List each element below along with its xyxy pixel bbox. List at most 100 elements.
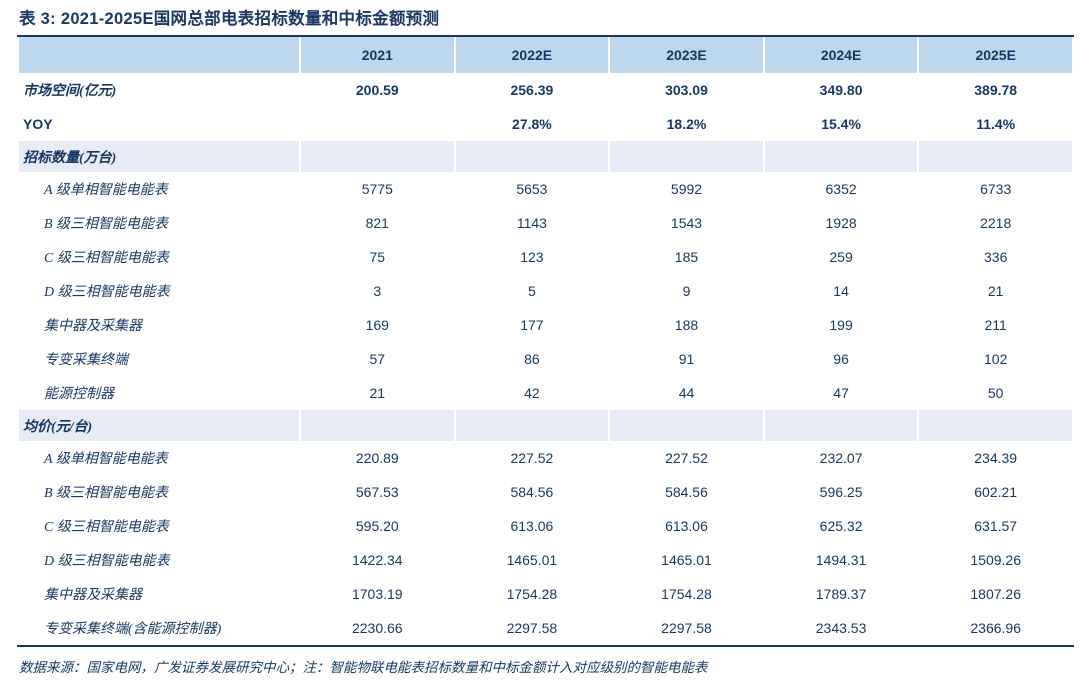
table-cell: 336 [984, 249, 1008, 265]
table-cell: 567.53 [355, 484, 399, 500]
table-cell: 14 [833, 283, 849, 299]
table-row-market-space: 市场空间(亿元) 200.59 256.39 303.09 349.80 389… [19, 73, 1072, 107]
table-cell: 2230.66 [351, 620, 403, 636]
table-row: 专变采集终端 57 86 91 96 102 [19, 342, 1072, 376]
table-cell: 188 [674, 317, 699, 333]
table-title: 表 3: 2021-2025E国网总部电表招标数量和中标金额预测 [19, 10, 440, 28]
table-row: B 级三相智能电能表 567.53 584.56 584.56 596.25 6… [19, 475, 1072, 509]
table-cell: 303.09 [665, 82, 708, 98]
row-label: A 级单相智能电能表 [44, 183, 168, 198]
row-label: YOY [23, 116, 53, 132]
table-cell: 596.25 [819, 484, 863, 500]
table-cell: 21 [987, 283, 1004, 299]
table-cell [610, 141, 763, 172]
table-cell: 1703.19 [351, 586, 403, 602]
table-cell: 584.56 [665, 484, 708, 500]
table-cell: 389.78 [974, 82, 1018, 98]
table-cell: 821 [365, 215, 389, 231]
table-cell: 47 [833, 385, 849, 401]
table-cell: 42 [524, 385, 540, 401]
column-header-2023e: 2023E [610, 37, 763, 73]
row-label: 集中器及采集器 [44, 319, 142, 334]
section-label: 均价(元/台) [19, 410, 299, 441]
row-label: 专变采集终端(含能源控制器) [44, 622, 222, 637]
row-label: 能源控制器 [44, 387, 114, 402]
table-cell: 1143 [516, 215, 547, 231]
table-cell: 2343.53 [815, 620, 867, 636]
table-cell: 259 [829, 249, 853, 265]
table-cell: 177 [520, 317, 544, 333]
table-cell: 227.52 [510, 450, 554, 466]
table-cell: 613.06 [665, 518, 708, 534]
table-cell [919, 410, 1072, 441]
table-cell: 21 [369, 385, 386, 401]
table-cell: 232.07 [819, 450, 863, 466]
table-cell: 57 [369, 351, 386, 367]
source-note: 数据来源：国家电网，广发证券发展研究中心；注：智能物联电能表招标数量和中标金额计… [19, 660, 708, 675]
table-cell: 631.57 [974, 518, 1018, 534]
column-header-2024e: 2024E [764, 37, 918, 73]
table-cell: 27.8% [512, 116, 552, 132]
table-cell: 1928 [825, 215, 857, 231]
table-cell: 220.89 [355, 450, 399, 466]
table-cell [455, 410, 609, 441]
section-label: 招标数量(万台) [19, 141, 299, 172]
table-cell: 595.20 [355, 518, 399, 534]
row-label: B 级三相智能电能表 [44, 217, 169, 232]
table-row: C 级三相智能电能表 595.20 613.06 613.06 625.32 6… [19, 509, 1072, 543]
table-cell: 2297.58 [506, 620, 558, 636]
table-cell: 2297.58 [661, 620, 712, 636]
table-cell: 102 [984, 351, 1008, 367]
table-cell: 3 [373, 283, 382, 299]
table-cell: 199 [829, 317, 853, 333]
table-cell [455, 141, 609, 172]
table-bottom-border [17, 645, 1074, 647]
table-cell: 1465.01 [506, 552, 558, 568]
table-cell: 227.52 [665, 450, 708, 466]
table-cell: 584.56 [510, 484, 554, 500]
table-cell: 200.59 [355, 82, 399, 98]
table-cell: 169 [365, 317, 389, 333]
table-row: 能源控制器 21 42 44 47 50 [19, 376, 1072, 410]
table-cell: 613.06 [510, 518, 554, 534]
table-row: A 级单相智能电能表 220.89 227.52 227.52 232.07 2… [19, 441, 1072, 475]
table-cell: 1789.37 [815, 586, 867, 602]
header-row: 2021 2022E 2023E 2024E 2025E [19, 37, 1072, 73]
table-cell: 123 [520, 249, 544, 265]
table-cell [301, 107, 454, 141]
column-header-2022e: 2022E [455, 37, 609, 73]
table-cell: 185 [674, 249, 699, 265]
table-cell [764, 410, 918, 441]
table-row: 专变采集终端(含能源控制器) 2230.66 2297.58 2297.58 2… [19, 611, 1072, 645]
table-cell: 2218 [980, 215, 1012, 231]
table-cell: 256.39 [510, 82, 554, 98]
row-label: C 级三相智能电能表 [44, 251, 169, 266]
table-cell: 5775 [361, 181, 393, 197]
table-row: C 级三相智能电能表 75 123 185 259 336 [19, 240, 1072, 274]
table-cell: 602.21 [974, 484, 1018, 500]
table-cell: 1509.26 [970, 552, 1021, 568]
table-cell: 1807.26 [970, 586, 1021, 602]
table-cell: 1465.01 [661, 552, 712, 568]
row-label: A 级单相智能电能表 [44, 452, 168, 467]
table-cell: 5992 [670, 181, 703, 197]
table-cell: 1422.34 [351, 552, 403, 568]
table-row-yoy: YOY 27.8% 18.2% 15.4% 11.4% [19, 107, 1072, 141]
table-cell: 15.4% [821, 116, 861, 132]
table-cell: 211 [984, 317, 1007, 333]
table-cell: 18.2% [666, 116, 707, 132]
table-cell [301, 410, 454, 441]
table-cell: 75 [369, 249, 386, 265]
table-cell: 6352 [825, 181, 857, 197]
table-cell: 9 [682, 283, 691, 299]
table-cell: 1494.31 [815, 552, 867, 568]
table-cell: 349.80 [819, 82, 863, 98]
table-cell: 1754.28 [661, 586, 712, 602]
table-cell: 50 [987, 385, 1004, 401]
row-label: 专变采集终端 [44, 353, 128, 368]
row-label: D 级三相智能电能表 [44, 554, 170, 569]
row-label: B 级三相智能电能表 [44, 486, 169, 501]
section-row-average-price: 均价(元/台) [19, 410, 1072, 441]
table-cell: 11.4% [976, 116, 1016, 132]
